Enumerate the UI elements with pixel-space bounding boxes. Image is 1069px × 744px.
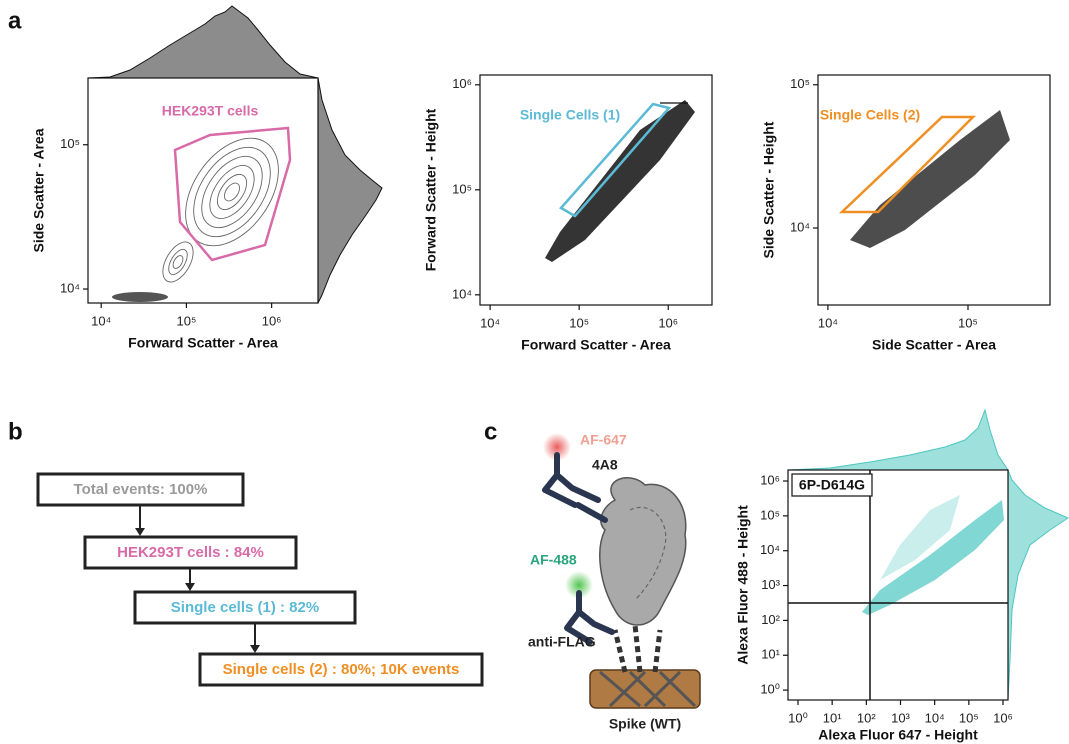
y-tick-label: 10³ xyxy=(761,577,780,592)
arrow-head xyxy=(185,583,195,591)
x-axis-title: Forward Scatter - Area xyxy=(128,335,278,351)
contour xyxy=(212,169,253,214)
gate-label: HEK293T cells xyxy=(162,103,259,119)
x-tick-label: 10⁴ xyxy=(480,315,500,330)
event-cloud xyxy=(850,110,1010,248)
step-text: Single cells (1) : 82% xyxy=(171,599,319,616)
step-text: Total events: 100% xyxy=(74,481,208,498)
x-tick-label: 10⁰ xyxy=(788,710,808,725)
sample-label: 6P-D614G xyxy=(799,477,865,493)
y-tick-label: 10⁵ xyxy=(790,76,810,91)
step-text: Single cells (2) : 80%; 10K events xyxy=(223,661,460,678)
panel-label: a xyxy=(8,7,22,34)
panel-label: b xyxy=(8,418,23,445)
x-tick-label: 10⁵ xyxy=(569,315,589,330)
y-axis-title: Side Scatter - Height xyxy=(761,121,777,258)
x-tick-label: 10⁴ xyxy=(925,710,945,725)
figure: a b c 10⁴ 10⁵ 10⁶ 10⁴ 10⁵ Forward Scatter - A… xyxy=(0,0,1069,744)
spike-stalk xyxy=(655,630,660,672)
y-axis-title: Alexa Fluor 488 - Height xyxy=(735,505,751,665)
y-axis-title: Side Scatter - Area xyxy=(31,128,47,252)
step-text: HEK293T cells : 84% xyxy=(117,544,264,561)
arrow-head xyxy=(135,528,145,536)
spike-stalk xyxy=(635,625,640,672)
x-axis-title: Forward Scatter - Area xyxy=(521,337,671,353)
x-tick-label: 10⁵ xyxy=(958,315,978,330)
y-tick-label: 10⁶ xyxy=(452,76,472,91)
contour xyxy=(157,237,200,287)
gate xyxy=(175,128,290,260)
spike-trimer xyxy=(600,478,686,625)
x-tick-label: 10⁵ xyxy=(176,313,196,328)
x-tick-label: 10⁴ xyxy=(818,315,838,330)
x-tick-label: 10³ xyxy=(891,710,910,725)
y-axis-title: Forward Scatter - Height xyxy=(423,108,439,271)
contour xyxy=(201,158,263,227)
y-tick-label: 10² xyxy=(761,612,780,627)
arrow-head xyxy=(250,645,260,653)
x-tick-label: 10⁴ xyxy=(91,313,111,328)
diagram-label: anti-FLAG xyxy=(528,634,596,650)
y-tick-label: 10⁰ xyxy=(760,682,780,697)
y-tick-label: 10⁵ xyxy=(60,136,80,151)
contour xyxy=(165,246,191,277)
page: a b c 10⁴ 10⁵ 10⁶ 10⁴ 10⁵ Forward Scatter - A… xyxy=(0,0,1069,744)
y-tick-label: 10⁴ xyxy=(452,286,472,301)
diagram-label: 4A8 xyxy=(592,457,618,473)
x-tick-label: 10¹ xyxy=(823,710,842,725)
event-cloud xyxy=(545,100,695,262)
x-tick-label: 10⁶ xyxy=(658,315,678,330)
contour xyxy=(189,145,274,238)
x-tick-label: 10⁵ xyxy=(959,710,979,725)
diagram-label: AF-488 xyxy=(530,552,577,568)
histogram-top xyxy=(88,6,318,78)
x-tick-label: 10⁶ xyxy=(262,313,282,328)
x-axis-title: Alexa Fluor 647 - Height xyxy=(818,727,978,743)
x-tick-label: 10² xyxy=(857,710,876,725)
y-tick-label: 10⁵ xyxy=(760,507,780,522)
x-axis-title: Side Scatter - Area xyxy=(872,337,996,353)
debris-blob xyxy=(112,292,168,302)
y-tick-label: 10¹ xyxy=(761,647,780,662)
y-tick-label: 10⁴ xyxy=(60,280,80,295)
y-tick-label: 10⁴ xyxy=(790,219,810,234)
diagram-label: Spike (WT) xyxy=(609,716,681,732)
diagram-label: AF-647 xyxy=(580,432,627,448)
contour xyxy=(178,133,286,250)
x-tick-label: 10⁶ xyxy=(993,710,1013,725)
y-tick-label: 10⁵ xyxy=(452,181,472,196)
histogram-right xyxy=(318,78,382,303)
histogram-right xyxy=(1008,470,1068,700)
gate-label: Single Cells (1) xyxy=(520,107,620,123)
panel-label: c xyxy=(484,418,497,445)
y-tick-label: 10⁴ xyxy=(760,542,780,557)
gate-label: Single Cells (2) xyxy=(820,107,920,123)
y-tick-label: 10⁶ xyxy=(760,472,780,487)
histogram-top xyxy=(788,410,1008,470)
spike-stalk xyxy=(615,630,625,672)
